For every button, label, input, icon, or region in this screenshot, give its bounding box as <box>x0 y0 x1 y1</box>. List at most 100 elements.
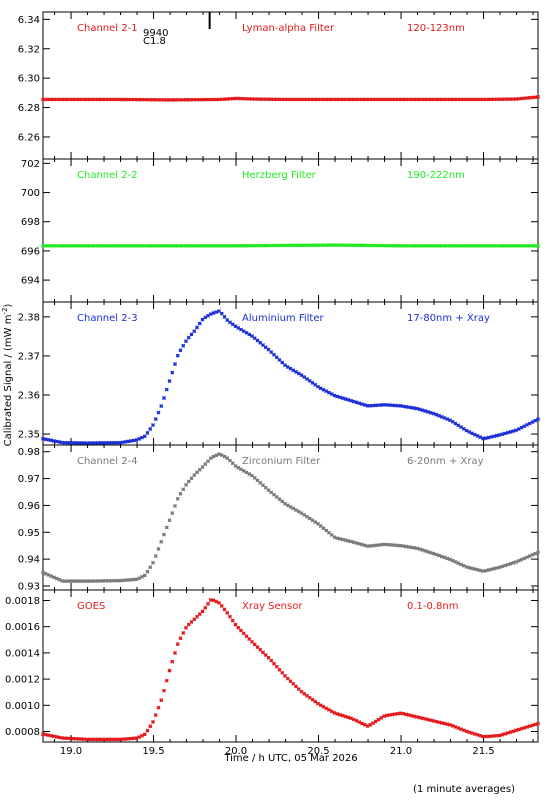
data-point <box>453 421 458 426</box>
panel-1: 6.26 6.28 6.30 6.32 6.34 Channel 2-1 Lyman-alp… <box>18 11 540 160</box>
data-point <box>340 97 345 102</box>
data-point <box>195 470 199 475</box>
data-point <box>277 497 282 502</box>
x-tick-label: 20.5 <box>307 746 329 757</box>
data-point <box>241 329 246 334</box>
data-point <box>404 97 408 102</box>
data-point <box>195 325 199 330</box>
data-point <box>96 440 100 445</box>
data-point <box>181 631 186 635</box>
data-point <box>137 97 142 102</box>
data-point <box>148 97 153 102</box>
data-point <box>415 715 419 719</box>
data-point <box>214 97 219 102</box>
data-point <box>335 97 340 102</box>
data-point <box>536 243 540 248</box>
data-point <box>478 568 483 573</box>
data-point <box>343 538 348 543</box>
data-point <box>63 440 67 445</box>
data-point <box>244 96 249 101</box>
data-point <box>445 556 450 561</box>
data-point <box>280 360 285 365</box>
data-point <box>156 705 161 710</box>
data-point <box>426 97 430 102</box>
data-point <box>291 243 296 248</box>
data-point <box>525 422 529 427</box>
data-point <box>258 243 263 248</box>
y-tick-label: 0.0012 <box>5 675 40 686</box>
data-point <box>434 719 439 724</box>
data-point <box>439 243 444 248</box>
data-point <box>338 243 342 248</box>
data-point <box>393 712 397 717</box>
data-point <box>316 384 320 389</box>
data-point <box>87 579 92 584</box>
y-axis-title-exponent: -2 <box>1 308 9 315</box>
data-point <box>178 636 183 641</box>
data-point <box>230 322 235 327</box>
data-point <box>76 736 81 741</box>
data-point <box>101 243 106 248</box>
data-point <box>420 97 425 102</box>
data-point <box>442 721 447 726</box>
data-point <box>470 243 474 248</box>
data-point <box>376 543 381 547</box>
data-point <box>120 578 125 583</box>
data-point <box>93 243 98 248</box>
data-point <box>401 711 406 716</box>
x-axis-title: Time / h UTC, 05 Mar 2026 <box>223 753 357 764</box>
data-point <box>104 97 109 102</box>
data-point <box>142 732 147 737</box>
data-point <box>327 390 331 395</box>
data-point <box>140 97 144 102</box>
data-point <box>159 404 164 409</box>
data-point <box>140 435 144 440</box>
data-point <box>288 679 293 684</box>
data-point <box>170 659 175 664</box>
data-point <box>109 243 114 248</box>
data-point <box>357 720 362 725</box>
data-point <box>266 488 271 493</box>
data-point <box>390 712 395 717</box>
data-point <box>131 438 136 443</box>
data-point <box>519 425 524 430</box>
data-point <box>362 402 367 407</box>
data-point <box>274 355 279 360</box>
data-point <box>390 543 395 547</box>
data-point <box>272 492 276 497</box>
data-point <box>285 365 290 369</box>
data-point <box>525 725 529 729</box>
data-point <box>439 414 444 419</box>
data-point <box>527 724 532 729</box>
data-point <box>159 243 164 248</box>
data-point <box>131 577 136 582</box>
data-point <box>156 243 161 248</box>
panel-2: 694 696 698 700 702 Channel 2-2 Herzberg Filte… <box>21 158 540 303</box>
data-point <box>197 243 202 248</box>
data-point <box>472 732 477 736</box>
data-point <box>395 543 400 548</box>
data-point <box>250 639 254 644</box>
data-point <box>398 97 403 102</box>
data-point <box>522 243 527 248</box>
data-point <box>428 97 433 102</box>
data-point <box>247 96 252 101</box>
data-point <box>302 691 307 696</box>
data-point <box>115 578 120 583</box>
data-point <box>247 243 252 248</box>
data-point <box>52 734 56 739</box>
data-point <box>335 711 340 716</box>
data-point <box>343 714 348 719</box>
data-point <box>478 435 483 440</box>
data-point <box>255 338 260 343</box>
data-point <box>431 718 436 723</box>
data-point <box>241 631 246 636</box>
data-point <box>318 243 323 248</box>
data-point <box>481 243 485 248</box>
data-point <box>206 243 210 248</box>
data-point <box>277 97 282 102</box>
data-point <box>415 97 419 102</box>
data-point <box>164 97 169 102</box>
data-point <box>417 97 422 102</box>
data-point <box>494 97 499 102</box>
